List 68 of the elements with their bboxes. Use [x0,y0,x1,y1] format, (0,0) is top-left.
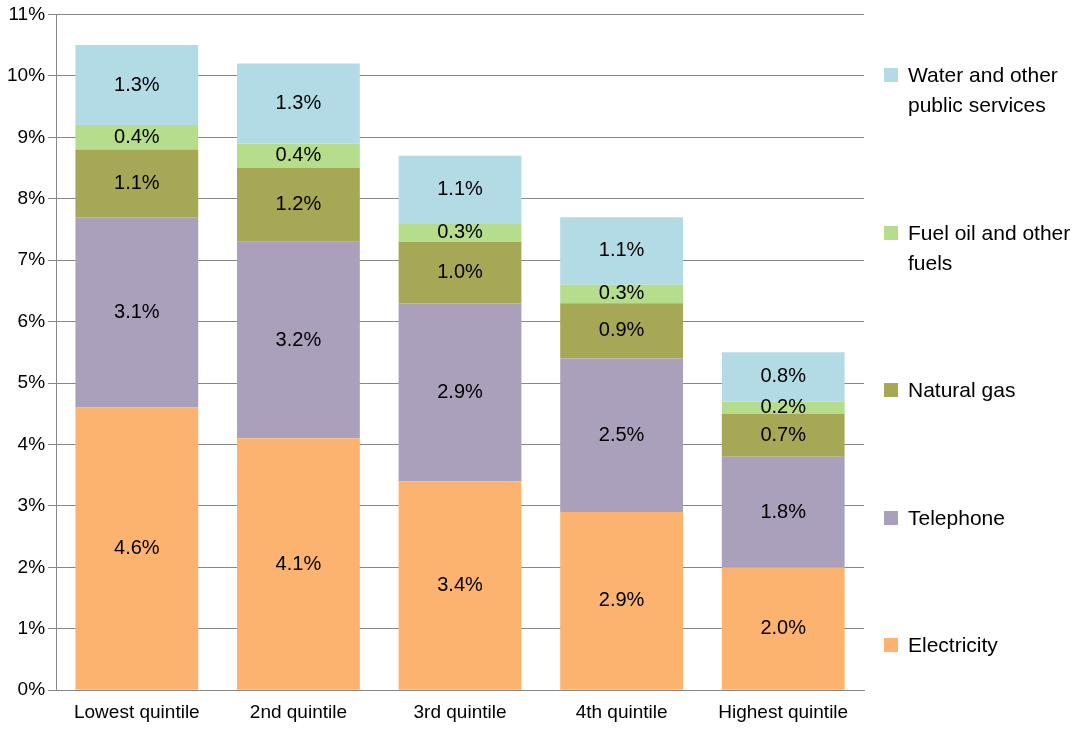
text: 0.7% [760,422,806,445]
text: 2.5% [598,422,645,445]
text: 1.3% [275,91,322,113]
y-tick-label: 8% [17,186,46,208]
bar [75,407,199,690]
text: 0.2% [760,395,806,418]
bar [75,124,199,150]
text: 1.3% [114,72,160,95]
legend-label: Water and other public services [908,62,1059,118]
y-tick-label: 4% [17,432,46,454]
y-tick-label: 10% [7,64,46,86]
bar [237,438,360,690]
text: 2.9% [437,379,483,402]
text: 4.1% [275,551,322,574]
text: 0.3% [598,281,645,304]
text: 3.2% [275,327,322,350]
text: 0.3% [437,220,483,243]
text: 3.4% [437,573,483,596]
y-tick-label: 9% [17,125,46,147]
text: 2.9% [598,588,645,611]
legend-label: Electricity [908,632,998,658]
y-tick-label: 1% [17,617,46,638]
legend-label: Telephone [908,504,1005,531]
y-tick-label: 3% [17,494,46,516]
bar [398,303,522,482]
bar [237,63,360,144]
bar [721,456,845,568]
y-tick-label: 0% [17,678,46,700]
bar [75,45,199,125]
text: 1.1% [437,177,483,200]
legend-label: Natural gas [908,377,1016,403]
text: 0.4% [114,124,160,147]
bar [75,217,199,408]
x-tick-label: Lowest quintile [73,700,200,722]
bar [237,143,360,168]
bar [721,567,845,690]
text: 4.6% [114,536,160,559]
bar [398,481,522,690]
bar [560,303,684,359]
text: 2.0% [760,616,806,639]
text: 1.1% [598,238,645,261]
text: 3.1% [114,299,160,322]
bar [237,167,360,242]
bar [75,149,199,218]
text: 1.8% [760,499,806,522]
x-tick-label: 4th quintile [575,700,668,722]
bar [560,358,684,513]
x-tick-label: 2nd quintile [249,700,348,722]
text: 1.0% [437,259,483,282]
y-tick-label: 7% [17,248,46,270]
bar [560,217,684,285]
text: 0.9% [598,318,645,341]
legend-label: Fuel oil and other fuels [908,219,1072,276]
bar [237,241,360,439]
bar [721,413,845,457]
text: 1.2% [275,192,322,215]
y-tick-label: 2% [17,555,46,577]
x-tick-label: 3rd quintile [413,700,507,722]
bar [398,155,522,224]
text: 0.8% [760,364,806,387]
text: 0.4% [275,143,322,166]
x-tick-label: Highest quintile [718,700,849,722]
text: 1.1% [114,170,160,193]
bar [560,512,684,690]
y-tick-label: 5% [17,371,46,393]
y-tick-label: 6% [17,309,46,331]
bar [398,241,522,304]
y-tick-label: 11% [8,2,46,24]
